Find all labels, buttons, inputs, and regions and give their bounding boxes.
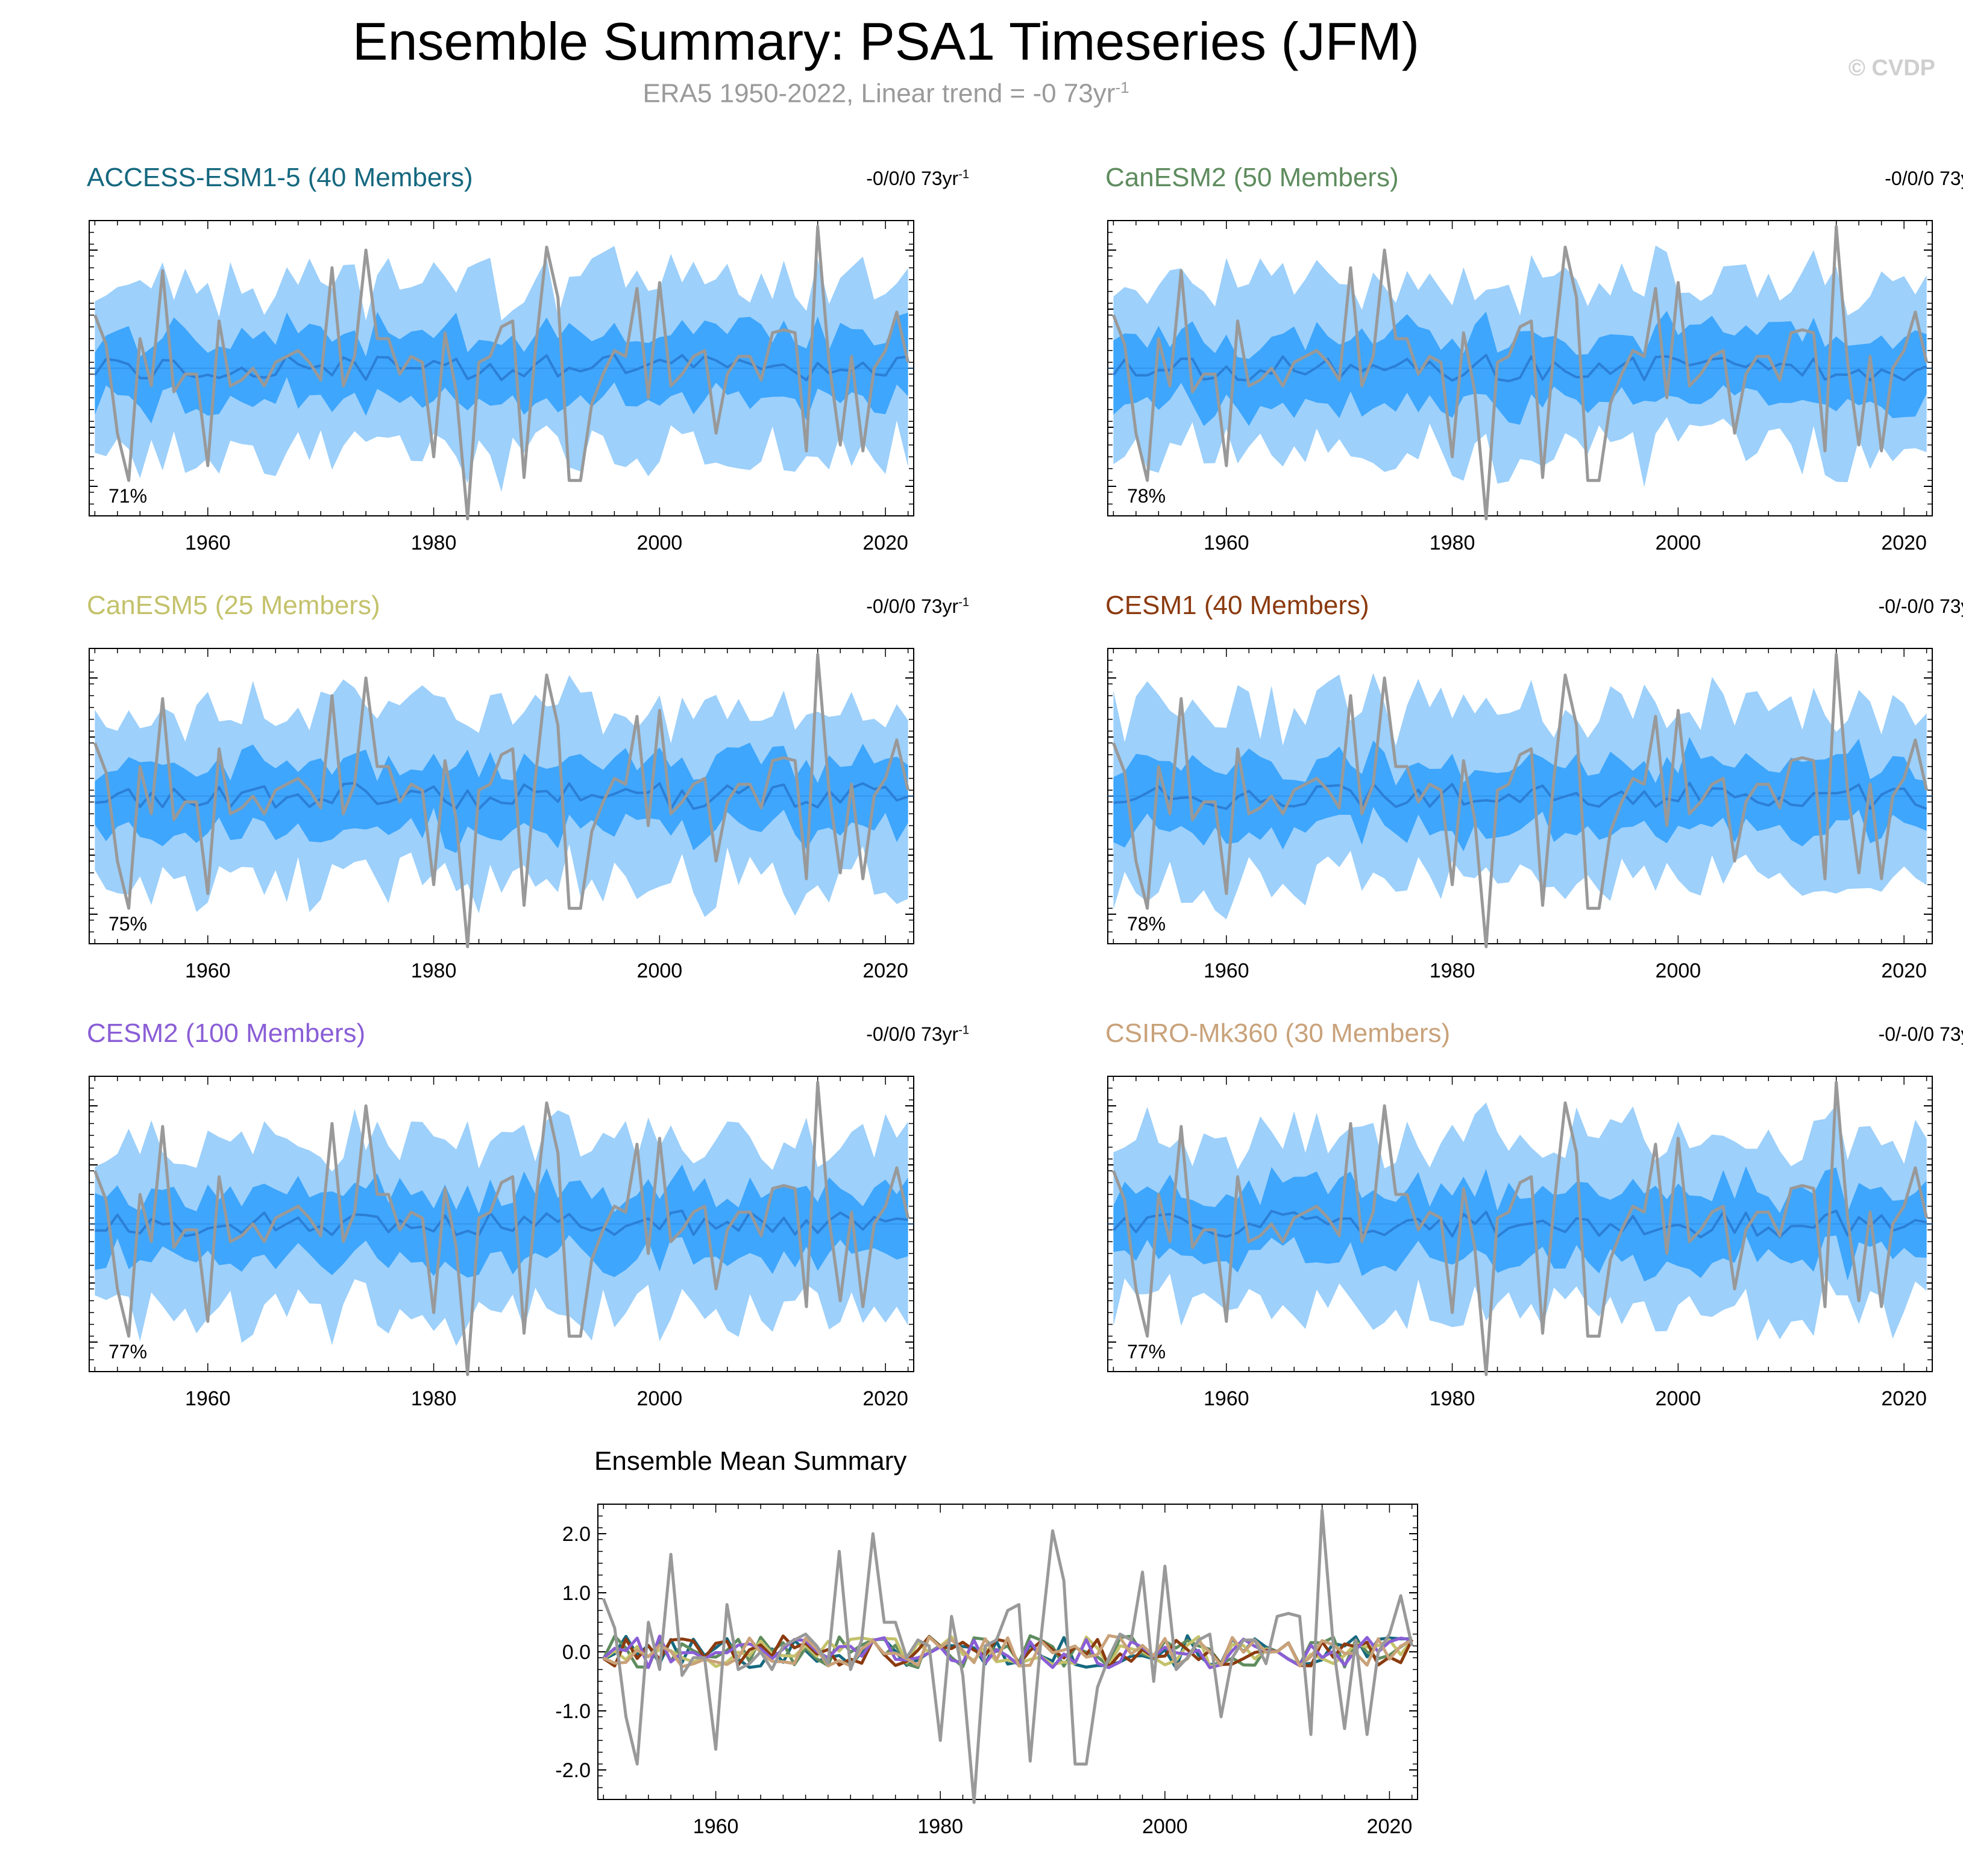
x-tick-label: 1980: [1430, 1387, 1475, 1410]
x-tick-label: 2000: [637, 959, 683, 982]
spread-band-inner: [95, 1164, 908, 1278]
panel-trend: -0/0/0 73yr-1: [866, 168, 969, 190]
ensemble-mean-line: [93, 354, 908, 381]
percent-label: 78%: [1127, 913, 1166, 935]
x-tick-label: 1980: [1430, 532, 1475, 554]
x-tick-label: 2020: [1881, 532, 1927, 554]
x-tick-label: 2000: [1656, 532, 1701, 554]
trend-exponent: -1: [958, 168, 969, 181]
x-tick-label: 1960: [185, 959, 231, 982]
panel-title: Ensemble Mean Summary: [594, 1446, 907, 1476]
y-tick-label: 1.0: [562, 1582, 591, 1605]
x-tick-label: 2020: [862, 532, 908, 554]
y-tick-label: 2.0: [562, 1523, 591, 1546]
spread-band-inner: [1113, 736, 1927, 852]
trend-exponent: -1: [958, 1023, 969, 1037]
percent-label: 75%: [108, 913, 147, 935]
ensemble-mean-line: [1112, 1209, 1927, 1238]
x-tick-label: 1980: [917, 1815, 963, 1838]
observed-line: [1112, 653, 1929, 949]
trend-text: -0/0/0 73yr: [1885, 168, 1963, 189]
x-tick-label: 2000: [637, 532, 683, 554]
spread-band-inner: [95, 742, 908, 853]
x-tick-label: 1980: [1430, 959, 1475, 982]
x-tick-label: 2000: [1656, 1387, 1701, 1410]
observed-line: [93, 1081, 910, 1376]
x-tick-label: 2020: [1881, 1387, 1927, 1410]
percent-label: 71%: [108, 485, 147, 507]
x-tick-label: 2000: [1142, 1815, 1188, 1838]
x-tick-label: 1980: [411, 1387, 457, 1410]
spread-band-inner: [95, 312, 908, 424]
panel-trend: -0/-0/0 73yr-1: [1879, 595, 1963, 618]
ensemble-mean-line: [1113, 782, 1927, 810]
panel-csiro-mk360: CSIRO-Mk360 (30 Members) -0/-0/0 73yr-1 …: [1103, 1018, 1963, 1416]
copyright-label: © CVDP: [1848, 55, 1935, 81]
trend-text: -0/0/0 73yr: [866, 595, 959, 617]
x-tick-label: 1980: [411, 532, 457, 554]
x-tick-label: 2020: [1367, 1815, 1413, 1838]
y-tick-label: -2.0: [555, 1759, 591, 1782]
x-tick-label: 2000: [1656, 959, 1701, 982]
x-tick-label: 1960: [1204, 532, 1249, 554]
ensemble-mean-line: [95, 1209, 908, 1237]
chart-ensemble-mean-summary: 1960 1980 2000 2020 2.0 1.0 0.0 -1.0 -2.0: [555, 1504, 1418, 1838]
trend-exponent: -1: [958, 595, 969, 609]
percent-label: 77%: [108, 1341, 147, 1363]
subtitle-text: ERA5 1950-2022, Linear trend = -0 73yr: [642, 78, 1116, 108]
observed-line: [93, 225, 910, 521]
panel-trend: -0/0/0 73yr-1: [866, 1023, 969, 1046]
trend-text: -0/-0/0 73yr: [1878, 1023, 1963, 1045]
subtitle-exponent: -1: [1115, 78, 1129, 96]
x-tick-label: 1980: [411, 959, 457, 982]
trend-text: -0/0/0 73yr: [866, 168, 959, 189]
panel-trend: -0/0/0 73yr-1: [1885, 168, 1963, 190]
x-tick-label: 2020: [1881, 959, 1927, 982]
x-tick-label: 2000: [637, 1387, 683, 1410]
panel-ensemble-mean-summary: Ensemble Mean Summary 1960 1980 2000 2020 2.…: [494, 1446, 1459, 1868]
panel-access-esm1-5: ACCESS-ESM1-5 (40 Members) -0/0/0 73yr-1…: [84, 163, 976, 560]
panel-title: CESM1 (40 Members): [1105, 591, 1369, 620]
panel-title: CSIRO-Mk360 (30 Members): [1105, 1018, 1451, 1048]
observed-line: [601, 1508, 1414, 1804]
percent-label: 77%: [1127, 1341, 1166, 1363]
x-tick-label: 1960: [693, 1815, 739, 1838]
panel-title: CESM2 (100 Members): [87, 1018, 366, 1048]
panel-canesm5: CanESM5 (25 Members) -0/0/0 73yr-1 1960 1…: [84, 591, 976, 988]
panel-trend: -0/0/0 73yr-1: [866, 595, 969, 618]
panel-trend: -0/-0/0 73yr-1: [1879, 1023, 1963, 1046]
x-tick-label: 1960: [1204, 1387, 1249, 1410]
y-tick-label: -1.0: [555, 1700, 591, 1723]
panel-canesm2: CanESM2 (50 Members) -0/0/0 73yr-1 1960 1…: [1103, 163, 1963, 560]
panel-title: CanESM5 (25 Members): [87, 591, 380, 620]
x-tick-label: 1960: [1204, 959, 1249, 982]
x-tick-label: 2020: [862, 959, 908, 982]
observed-line: [1112, 225, 1929, 521]
page-subtitle: ERA5 1950-2022, Linear trend = -0 73yr-1: [0, 78, 1772, 109]
page-title: Ensemble Summary: PSA1 Timeseries (JFM): [352, 11, 1420, 71]
x-tick-label: 1960: [185, 1387, 231, 1410]
percent-label: 78%: [1127, 485, 1166, 507]
x-tick-label: 1960: [185, 532, 231, 554]
observed-line: [93, 653, 910, 949]
panel-title: ACCESS-ESM1-5 (40 Members): [87, 163, 473, 192]
observed-line: [1112, 1081, 1929, 1376]
panel-cesm2: CESM2 (100 Members) -0/0/0 73yr-1 1960 19…: [84, 1018, 976, 1416]
trend-text: -0/-0/0 73yr: [1878, 595, 1963, 617]
x-tick-label: 2020: [862, 1387, 908, 1410]
panel-cesm1: CESM1 (40 Members) -0/-0/0 73yr-1 1960 19…: [1103, 591, 1963, 988]
y-tick-label: 0.0: [562, 1641, 591, 1664]
panel-title: CanESM2 (50 Members): [1105, 163, 1399, 192]
trend-text: -0/0/0 73yr: [866, 1023, 959, 1045]
ensemble-mean-series: [603, 1634, 1413, 1669]
